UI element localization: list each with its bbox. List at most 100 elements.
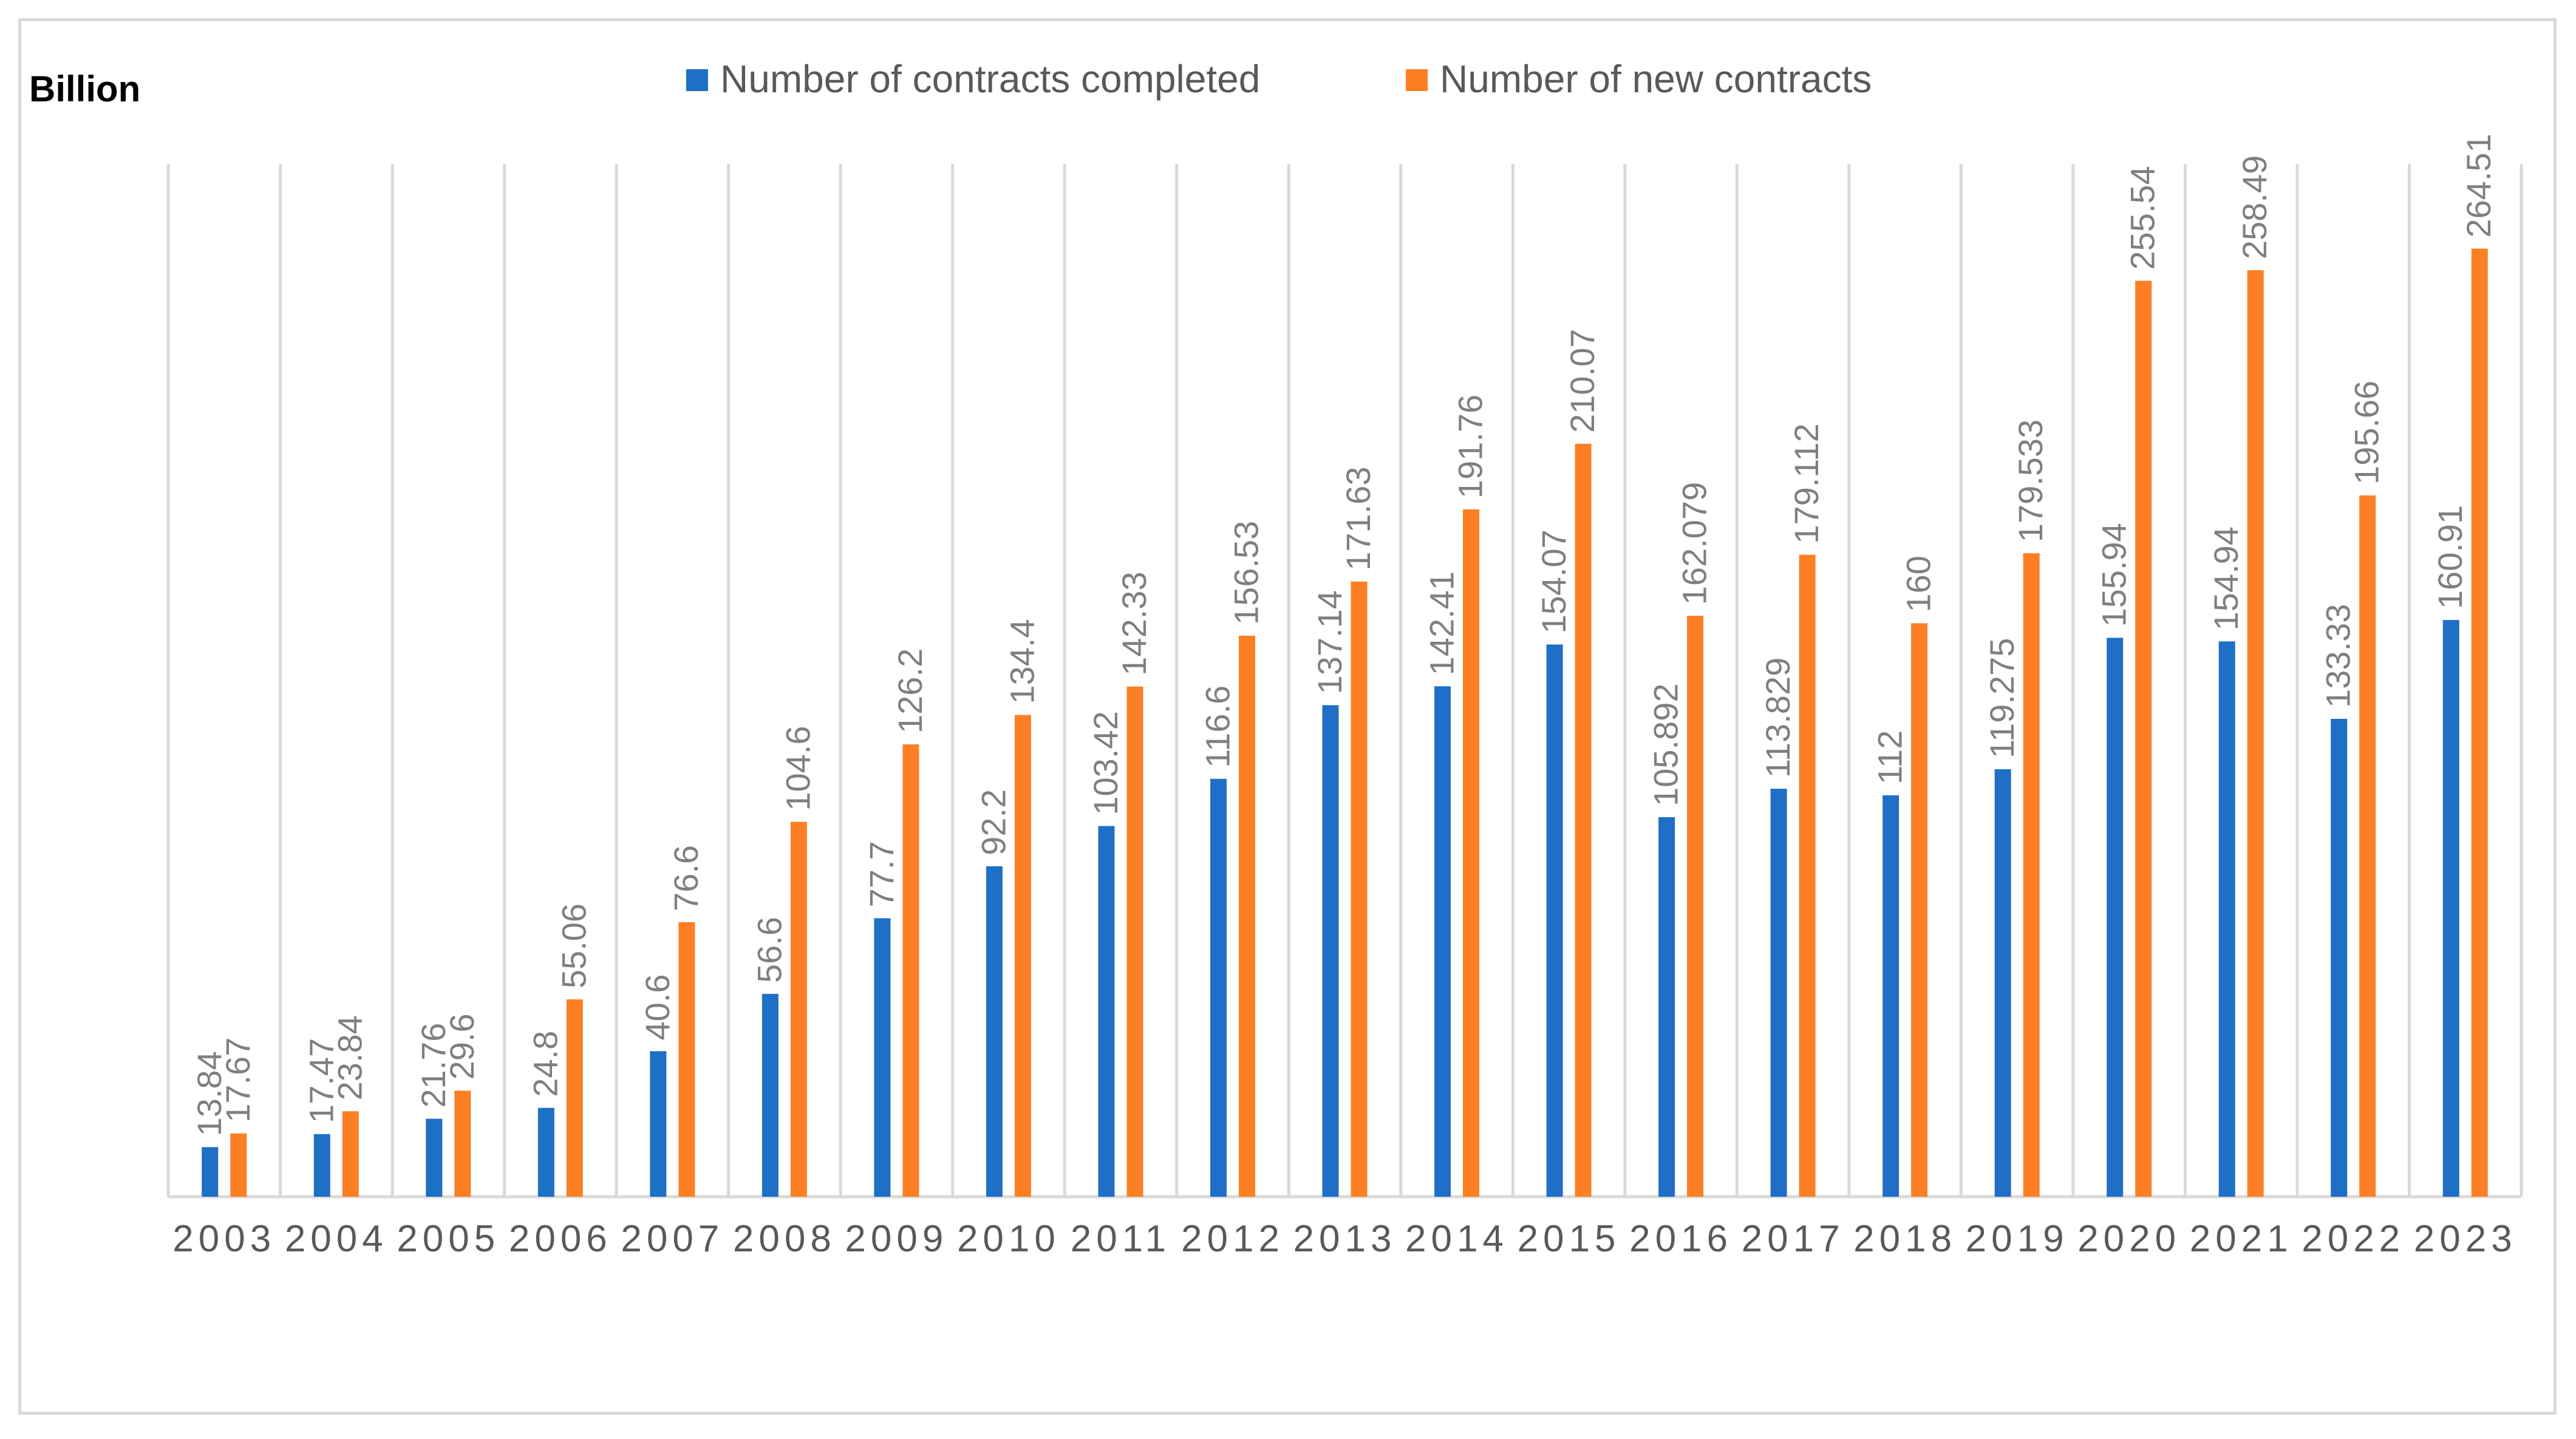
data-label-completed: 40.6 <box>638 974 676 1040</box>
data-label-completed: 21.76 <box>414 1022 452 1107</box>
data-label-new: 17.67 <box>219 1038 257 1123</box>
bar-completed <box>1994 769 2011 1197</box>
x-tick-label: 2019 <box>1966 1218 2069 1260</box>
data-label-new: 23.84 <box>330 1015 369 1100</box>
bar-completed <box>2442 620 2459 1197</box>
bar-completed <box>986 866 1003 1197</box>
x-tick-label: 2013 <box>1293 1218 1397 1260</box>
legend-swatch-completed <box>686 69 708 91</box>
unit-label: Billion <box>29 69 140 109</box>
x-tick-label: 2010 <box>957 1218 1060 1260</box>
legend-label-new: Number of new contracts <box>1440 57 1872 101</box>
data-label-new: 264.51 <box>2459 134 2498 237</box>
bar-new <box>902 744 919 1197</box>
x-tick-label: 2004 <box>285 1218 388 1260</box>
bar-new <box>1911 623 1928 1197</box>
data-label-completed: 92.2 <box>974 789 1012 856</box>
data-label-new: 134.4 <box>1003 619 1041 704</box>
data-label-completed: 154.94 <box>2207 526 2245 630</box>
gridlines <box>166 164 2523 1197</box>
bar-new <box>342 1111 359 1197</box>
bar-new <box>790 822 807 1197</box>
bar-new <box>2359 495 2376 1197</box>
bar-completed <box>2331 718 2348 1197</box>
bar-completed <box>1658 817 1675 1197</box>
bar-new <box>566 999 583 1197</box>
bar-new <box>1575 443 1592 1197</box>
data-label-new: 160 <box>1900 556 1938 612</box>
bar-completed <box>650 1051 667 1197</box>
data-label-completed: 17.47 <box>302 1038 340 1123</box>
bar-new <box>2471 248 2488 1197</box>
bar-completed <box>1770 789 1787 1197</box>
data-label-new: 76.6 <box>667 845 705 911</box>
bar-completed <box>1322 705 1339 1197</box>
data-label-new: 55.06 <box>554 903 593 988</box>
data-label-completed: 77.7 <box>862 841 901 907</box>
bar-new <box>2135 281 2152 1197</box>
x-tick-label: 2016 <box>1629 1218 1733 1260</box>
data-label-new: 142.33 <box>1115 571 1153 675</box>
data-label-completed: 112 <box>1871 730 1909 784</box>
bar-completed <box>1434 686 1451 1197</box>
x-tick-label: 2007 <box>621 1218 724 1260</box>
data-label-new: 126.2 <box>891 648 929 733</box>
bar-new <box>2247 270 2264 1197</box>
bar-completed <box>1210 778 1227 1197</box>
data-label-completed: 105.892 <box>1647 683 1685 806</box>
data-label-new: 255.54 <box>2124 166 2162 270</box>
data-label-completed: 56.6 <box>750 917 788 983</box>
bar-completed <box>762 993 779 1197</box>
data-label-completed: 133.33 <box>2319 604 2357 708</box>
data-label-new: 258.49 <box>2235 155 2274 259</box>
data-label-new: 156.53 <box>1227 521 1265 625</box>
bar-new <box>1463 509 1480 1197</box>
bar-completed <box>874 918 891 1197</box>
legend: Number of contracts completed Number of … <box>686 57 1872 101</box>
x-tick-label: 2003 <box>172 1218 276 1260</box>
bar-new <box>230 1133 247 1197</box>
x-tick-label: 2022 <box>2302 1218 2405 1260</box>
bar-completed <box>426 1118 443 1197</box>
bar-completed <box>313 1134 330 1197</box>
data-label-new: 29.6 <box>443 1013 481 1080</box>
data-label-completed: 155.94 <box>2095 523 2133 627</box>
bar-completed <box>2107 638 2124 1197</box>
x-tick-label: 2020 <box>2077 1218 2181 1260</box>
data-label-completed: 119.275 <box>1983 638 2021 758</box>
data-label-new: 171.63 <box>1339 467 1377 571</box>
bar-new <box>2023 553 2040 1197</box>
bar-new <box>1799 554 1816 1197</box>
data-label-new: 104.6 <box>779 726 817 811</box>
x-tick-label: 2009 <box>845 1218 948 1260</box>
x-tick-label: 2006 <box>509 1218 612 1260</box>
data-label-completed: 160.91 <box>2431 505 2469 609</box>
bar-new <box>1687 616 1704 1197</box>
bar-new <box>1014 715 1031 1197</box>
x-tick-label: 2008 <box>733 1218 836 1260</box>
bars <box>202 248 2488 1197</box>
bar-completed <box>2218 641 2235 1197</box>
data-label-new: 195.66 <box>2348 381 2386 485</box>
x-tick-label: 2021 <box>2190 1218 2293 1260</box>
bar-completed <box>1098 826 1115 1197</box>
data-label-completed: 142.41 <box>1423 571 1461 675</box>
bar-new <box>1238 635 1255 1197</box>
x-tick-label: 2023 <box>2414 1218 2517 1260</box>
bar-completed <box>202 1147 219 1197</box>
legend-label-completed: Number of contracts completed <box>720 57 1260 101</box>
data-label-new: 179.533 <box>2011 420 2050 542</box>
data-label-completed: 24.8 <box>526 1031 564 1097</box>
data-label-completed: 116.6 <box>1198 685 1236 768</box>
x-tick-label: 2014 <box>1405 1218 1508 1260</box>
x-tick-label: 2018 <box>1853 1218 1957 1260</box>
bar-new <box>454 1090 471 1197</box>
x-tick-label: 2015 <box>1518 1218 1621 1260</box>
data-label-completed: 103.42 <box>1086 711 1125 815</box>
x-tick-label: 2011 <box>1071 1218 1171 1260</box>
bar-new <box>1351 581 1368 1197</box>
bar-completed <box>1883 795 1900 1197</box>
data-label-new: 210.07 <box>1563 329 1601 433</box>
data-label-completed: 137.14 <box>1310 590 1349 694</box>
